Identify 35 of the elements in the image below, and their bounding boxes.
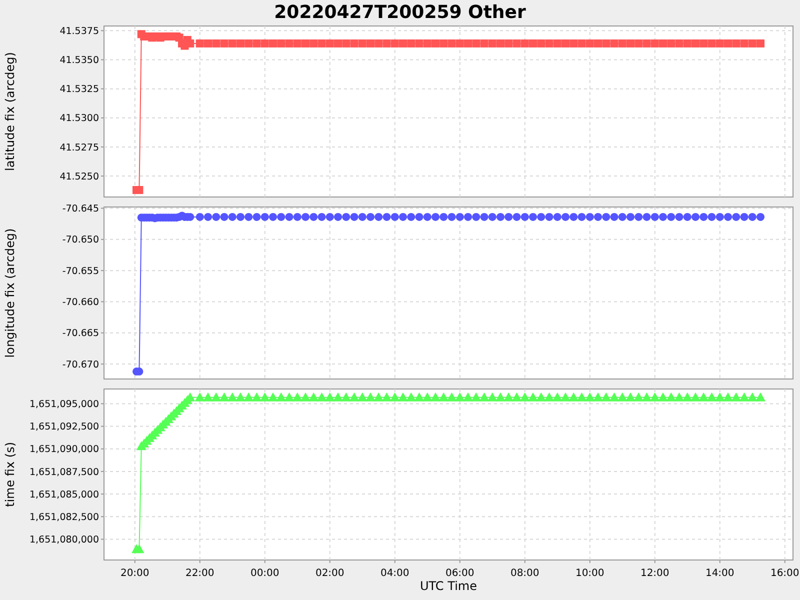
y-tick-label: 41.5375	[60, 26, 99, 37]
y-tick-label: 41.5350	[60, 55, 99, 66]
x-tick-label: 16:00	[770, 568, 800, 579]
y-tick-label: -70.670	[62, 359, 99, 370]
x-tick-label: 20:00	[120, 568, 150, 579]
y-tick-label: -70.650	[62, 234, 99, 246]
y-tick-label: 1,651,085,000	[29, 489, 99, 500]
y-tick-label: 1,651,090,000	[29, 444, 99, 456]
y-tick-label: 41.5325	[60, 84, 99, 96]
y-axis-title: latitude fix (arcdeg)	[3, 52, 17, 171]
y-tick-label: -70.655	[62, 266, 99, 277]
y-tick-label: -70.660	[62, 297, 99, 308]
y-tick-label: 1,651,092,500	[29, 422, 99, 433]
y-tick-label: 1,651,080,000	[29, 534, 99, 546]
y-tick-label: -70.665	[62, 328, 99, 340]
chart-title: 20220427T200259 Other	[274, 2, 526, 23]
x-tick-label: 06:00	[445, 568, 474, 579]
x-tick-label: 10:00	[575, 568, 604, 579]
x-tick-label: 00:00	[250, 568, 280, 579]
y-tick-label: 41.5275	[60, 142, 99, 154]
y-axis-title: time fix (s)	[3, 442, 17, 508]
y-tick-label: -70.645	[62, 204, 99, 215]
y-tick-label: 1,651,095,000	[29, 399, 99, 410]
y-tick-label: 1,651,082,500	[29, 512, 99, 523]
y-tick-label: 1,651,087,500	[29, 466, 99, 478]
x-tick-label: 12:00	[640, 568, 670, 579]
x-tick-label: 04:00	[380, 568, 410, 579]
x-tick-label: 02:00	[315, 568, 344, 579]
y-axis-title: longitude fix (arcdeg)	[3, 228, 17, 358]
x-tick-label: 08:00	[510, 568, 540, 579]
y-tick-label: 41.5250	[60, 171, 99, 182]
x-tick-label: 14:00	[705, 568, 734, 579]
x-axis-title: UTC Time	[420, 579, 477, 593]
y-tick-label: 41.5300	[60, 113, 99, 124]
x-tick-label: 22:00	[185, 568, 214, 579]
